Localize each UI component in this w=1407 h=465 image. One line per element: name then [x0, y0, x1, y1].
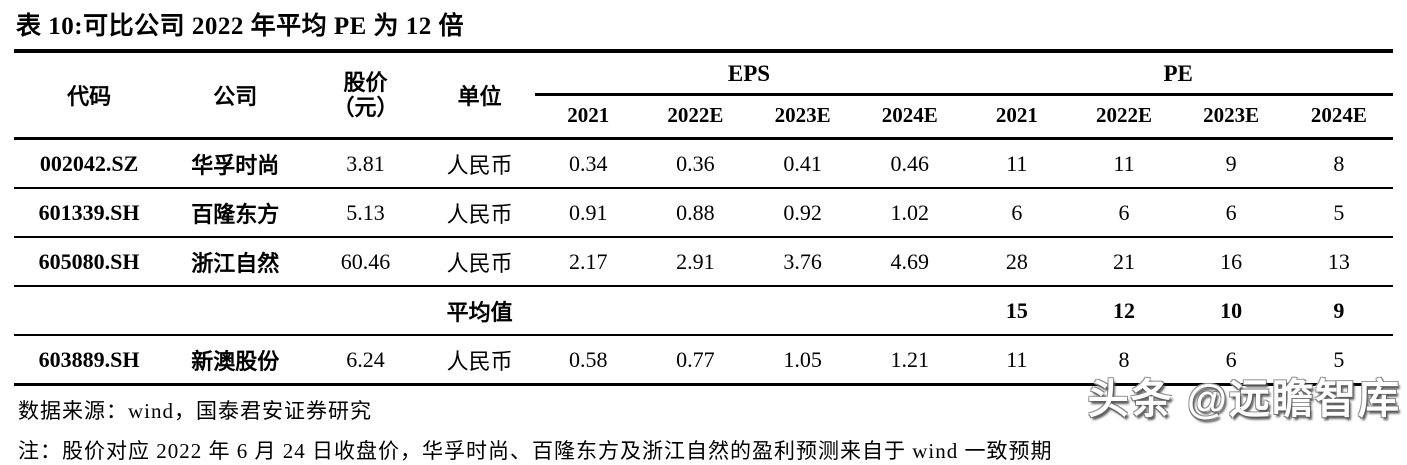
cell-company: 浙江自然 [164, 237, 307, 287]
cell-eps-2024e: 1.02 [856, 188, 964, 238]
cell-unit: 人民币 [424, 138, 535, 189]
cell-pe-2021: 28 [963, 237, 1071, 287]
cell-code: 002042.SZ [14, 138, 165, 189]
cell-eps-2023e: 1.05 [749, 335, 857, 386]
cell-pe-2021: 11 [963, 138, 1071, 189]
cell-eps-2022e: 2.91 [641, 237, 749, 287]
cell-code: 601339.SH [14, 188, 165, 238]
footnote-line: 注：股价对应 2022 年 6 月 24 日收盘价，华孚时尚、百隆东方及浙江自然… [18, 439, 1053, 463]
comparable-companies-table: 代码 公司 股价 （元） 单位 EPS PE 2021 2022E 2023E … [14, 49, 1393, 386]
table-title: 表 10:可比公司 2022 年平均 PE 为 12 倍 [16, 13, 465, 40]
cell-pe-2023e: 6 [1177, 188, 1285, 238]
cell-average-label: 平均值 [424, 286, 535, 336]
table-row-huafu: 002042.SZ 华孚时尚 3.81 人民币 0.34 0.36 0.41 0… [14, 138, 1393, 189]
cell-empty [306, 286, 425, 336]
cell-pe-2024e: 13 [1284, 237, 1393, 287]
cell-pe-avg-2023e: 10 [1177, 286, 1285, 336]
cell-empty [856, 286, 964, 336]
pe-year-2024e: 2024E [1284, 94, 1393, 140]
table-row-zhejiang: 605080.SH 浙江自然 60.46 人民币 2.17 2.91 3.76 … [14, 237, 1393, 287]
cell-pe-2023e: 6 [1177, 335, 1285, 386]
col-group-pe: PE [963, 51, 1393, 96]
header-row-years: 2021 2022E 2023E 2024E 2021 2022E 2023E … [14, 94, 1393, 140]
cell-eps-2022e: 0.88 [641, 188, 749, 238]
cell-empty [164, 286, 307, 336]
cell-eps-2022e: 0.77 [641, 335, 749, 386]
cell-eps-2023e: 3.76 [749, 237, 857, 287]
cell-unit: 人民币 [424, 188, 535, 238]
table-row-bailong: 601339.SH 百隆东方 5.13 人民币 0.91 0.88 0.92 1… [14, 188, 1393, 238]
cell-eps-2024e: 1.21 [856, 335, 964, 386]
watermark-toutiao-yuanzhan: 头条 @远瞻智库 [1087, 376, 1401, 422]
cell-empty [641, 286, 749, 336]
cell-unit: 人民币 [424, 335, 535, 386]
cell-eps-2023e: 0.92 [749, 188, 857, 238]
cell-eps-2024e: 4.69 [856, 237, 964, 287]
cell-eps-2021: 2.17 [534, 237, 642, 287]
cell-eps-2021: 0.91 [534, 188, 642, 238]
col-header-company: 公司 [164, 51, 307, 140]
cell-empty [14, 286, 165, 336]
cell-eps-2021: 0.58 [534, 335, 642, 386]
table-row-xinao: 603889.SH 新澳股份 6.24 人民币 0.58 0.77 1.05 1… [14, 335, 1393, 386]
cell-pe-2024e: 5 [1284, 335, 1393, 386]
cell-price: 60.46 [306, 237, 425, 287]
cell-pe-2022e: 11 [1070, 138, 1178, 189]
cell-price: 3.81 [306, 138, 425, 189]
cell-eps-2023e: 0.41 [749, 138, 857, 189]
cell-company: 百隆东方 [164, 188, 307, 238]
cell-pe-avg-2024e: 9 [1284, 286, 1393, 336]
cell-pe-avg-2021: 15 [963, 286, 1071, 336]
pe-year-2023e: 2023E [1177, 94, 1285, 140]
cell-price: 6.24 [306, 335, 425, 386]
cell-pe-2023e: 9 [1177, 138, 1285, 189]
pe-year-2021: 2021 [963, 94, 1071, 140]
price-header-line2: （元） [332, 95, 399, 120]
col-header-price: 股价 （元） [306, 51, 425, 140]
price-header-line1: 股价 [343, 69, 388, 95]
cell-pe-avg-2022e: 12 [1070, 286, 1178, 336]
cell-eps-2022e: 0.36 [641, 138, 749, 189]
cell-pe-2022e: 8 [1070, 335, 1178, 386]
eps-year-2022e: 2022E [641, 94, 749, 140]
cell-eps-2021: 0.34 [534, 138, 642, 189]
cell-code: 603889.SH [14, 335, 165, 386]
col-header-unit: 单位 [424, 51, 535, 140]
cell-unit: 人民币 [424, 237, 535, 287]
col-group-eps: EPS [534, 51, 964, 96]
pe-year-2022e: 2022E [1070, 94, 1178, 140]
cell-price: 5.13 [306, 188, 425, 238]
header-row-groups: 代码 公司 股价 （元） 单位 EPS PE [14, 51, 1393, 140]
table-row-average: 平均值 15 12 10 9 [14, 286, 1393, 336]
data-source-line: 数据来源：wind，国泰君安证券研究 [18, 399, 372, 423]
cell-pe-2021: 6 [963, 188, 1071, 238]
cell-eps-2024e: 0.46 [856, 138, 964, 189]
cell-pe-2024e: 5 [1284, 188, 1393, 238]
cell-pe-2024e: 8 [1284, 138, 1393, 189]
cell-pe-2022e: 21 [1070, 237, 1178, 287]
cell-pe-2022e: 6 [1070, 188, 1178, 238]
eps-year-2023e: 2023E [749, 94, 857, 140]
cell-pe-2023e: 16 [1177, 237, 1285, 287]
cell-empty [749, 286, 857, 336]
eps-year-2021: 2021 [534, 94, 642, 140]
cell-empty [534, 286, 642, 336]
cell-pe-2021: 11 [963, 335, 1071, 386]
eps-year-2024e: 2024E [856, 94, 964, 140]
cell-company: 新澳股份 [164, 335, 307, 386]
cell-company: 华孚时尚 [164, 138, 307, 189]
cell-code: 605080.SH [14, 237, 165, 287]
col-header-code: 代码 [14, 51, 165, 140]
